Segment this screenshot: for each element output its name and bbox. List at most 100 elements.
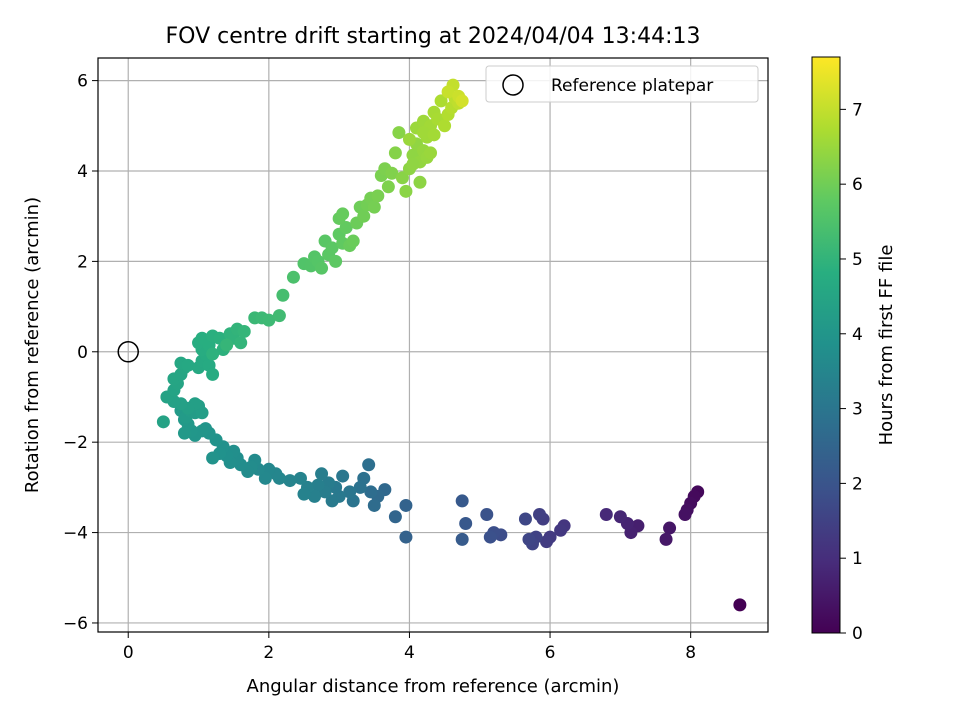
data-point (455, 532, 469, 546)
data-point (413, 175, 427, 189)
data-point (522, 532, 536, 546)
legend: Reference platepar (485, 65, 759, 103)
data-point (381, 180, 395, 194)
colorbar-label: Hours from first FF file (876, 245, 897, 446)
data-point (343, 485, 357, 499)
colorbar-tick-label: 3 (852, 400, 863, 420)
data-point (364, 485, 378, 499)
data-point (424, 146, 438, 160)
data-point (367, 498, 381, 512)
legend-marker-reference (502, 74, 524, 96)
data-point (388, 510, 402, 524)
data-point (455, 94, 469, 108)
data-point (388, 146, 402, 160)
data-point (272, 309, 286, 323)
y-tick-label: −2 (63, 433, 88, 453)
y-tick-label: −6 (63, 614, 88, 634)
y-tick-label: 0 (77, 343, 88, 363)
y-tick-label: −4 (63, 524, 88, 544)
data-point (399, 498, 413, 512)
data-point (311, 478, 325, 492)
data-point (276, 288, 290, 302)
data-point (392, 126, 406, 140)
data-point (258, 471, 272, 485)
x-axis-label: Angular distance from reference (arcmin) (247, 676, 620, 697)
colorbar-ticks: 0 1 2 3 4 5 6 7 (840, 100, 863, 644)
data-point (336, 207, 350, 221)
data-point (237, 324, 251, 338)
x-axis-ticks: 0 2 4 6 8 (123, 632, 696, 663)
data-point (599, 507, 613, 521)
y-tick-label: 6 (77, 72, 88, 92)
data-point (434, 94, 448, 108)
data-point (427, 128, 441, 142)
data-point (336, 469, 350, 483)
data-point (177, 426, 191, 440)
data-point (206, 451, 220, 465)
data-point (395, 171, 409, 185)
colorbar-tick-label: 7 (852, 100, 863, 120)
chart-title: FOV centre drift starting at 2024/04/04 … (166, 24, 701, 49)
data-point (533, 507, 547, 521)
colorbar-tick-label: 6 (852, 175, 863, 195)
data-point (156, 415, 170, 429)
y-axis-ticks: 6 4 2 0 −2 −4 −6 (63, 72, 98, 634)
colorbar-tick-label: 2 (852, 474, 863, 494)
data-point (293, 471, 307, 485)
data-point (480, 507, 494, 521)
data-point (329, 254, 343, 268)
data-point (399, 184, 413, 198)
data-point (357, 209, 371, 223)
x-tick-label: 0 (123, 643, 134, 663)
y-tick-label: 2 (77, 252, 88, 272)
y-axis-label: Rotation from reference (arcmin) (22, 197, 43, 493)
data-point (339, 220, 353, 234)
data-point (518, 512, 532, 526)
legend-box (485, 65, 759, 103)
colorbar-tick-label: 5 (852, 250, 863, 270)
data-point (613, 510, 627, 524)
data-point (438, 119, 452, 133)
data-point (353, 480, 367, 494)
data-point (315, 261, 329, 275)
data-point (399, 530, 413, 544)
reference-platepar-marker (117, 341, 139, 363)
data-point (206, 367, 220, 381)
data-point (367, 200, 381, 214)
data-point (540, 535, 554, 549)
data-point (459, 517, 473, 531)
data-point (262, 313, 276, 327)
data-point (297, 487, 311, 501)
data-point (362, 458, 376, 472)
y-tick-label: 4 (77, 162, 88, 182)
data-point (315, 467, 329, 481)
x-tick-label: 6 (545, 643, 556, 663)
data-point (286, 270, 300, 284)
data-point (455, 494, 469, 508)
data-point (220, 338, 234, 352)
colorbar-tick-label: 0 (852, 624, 863, 644)
data-point (659, 532, 673, 546)
data-point (206, 347, 220, 361)
data-point (195, 406, 209, 420)
colorbar-tick-label: 1 (852, 549, 863, 569)
data-point (733, 598, 747, 612)
colorbar-tick-label: 4 (852, 325, 863, 345)
data-point (663, 521, 677, 535)
data-point (406, 157, 420, 171)
data-point (483, 530, 497, 544)
data-point (234, 336, 248, 350)
data-point (371, 189, 385, 203)
data-point (181, 358, 195, 372)
data-point (678, 507, 692, 521)
data-point (402, 132, 416, 146)
data-points (117, 78, 747, 612)
x-tick-label: 4 (404, 643, 415, 663)
data-point (325, 494, 339, 508)
data-point (325, 241, 339, 255)
data-point (554, 523, 568, 537)
legend-label: Reference platepar (551, 76, 713, 96)
data-point (308, 489, 322, 503)
plot-frame (97, 57, 769, 633)
